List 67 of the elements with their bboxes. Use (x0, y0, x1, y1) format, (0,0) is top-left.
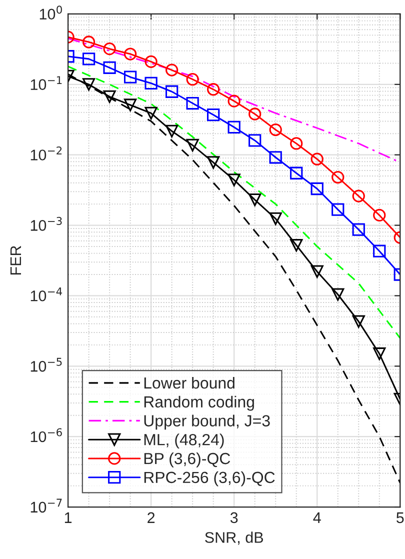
point (82, 52, 96, 66)
point (103, 90, 116, 103)
x-tick-label: 3 (230, 512, 238, 524)
x-tick-label: 4 (313, 512, 321, 523)
point (144, 55, 158, 68)
point (228, 120, 240, 134)
point (166, 124, 178, 138)
point (269, 212, 282, 226)
point (373, 244, 386, 258)
point (207, 108, 220, 122)
point (124, 98, 137, 112)
point (310, 265, 324, 278)
point (207, 156, 220, 169)
x-axis-title: SNR, dB (205, 532, 263, 545)
point (144, 76, 158, 90)
point (290, 137, 303, 150)
x-tick-label: 5 (396, 512, 404, 524)
point (310, 182, 324, 196)
legend-label: RPC-256 (3,6)-QC (144, 471, 275, 486)
point (166, 85, 178, 98)
y-tick-label: 10$^{−1}$ (30, 76, 62, 90)
y-tick-label: 10$^{−3}$ (30, 216, 62, 231)
point (228, 94, 240, 108)
point (332, 203, 344, 216)
y-tick-label: 10$^{−2}$ (30, 146, 62, 160)
x-tick-label: 2 (148, 512, 155, 523)
point (228, 174, 240, 186)
point (352, 190, 365, 202)
legend-label: Random coding (144, 396, 254, 411)
point (269, 123, 282, 136)
y-tick-label: 10$^{−4}$ (30, 287, 62, 302)
point (103, 42, 116, 56)
point (124, 70, 137, 84)
legend-label: Upper bound, J=3 (144, 414, 270, 430)
point (269, 151, 282, 164)
point (290, 166, 303, 180)
y-tick-label: 10$^{−5}$ (30, 358, 62, 372)
point (82, 36, 96, 48)
point (332, 288, 344, 301)
legend-label: Lower bound (144, 376, 234, 389)
y-tick-label: 10$^{−7}$ (30, 498, 62, 513)
point (373, 208, 386, 222)
point (186, 96, 199, 110)
y-tick-label: 10$^{0}$ (40, 6, 62, 20)
x-tick-label: 1 (64, 512, 72, 523)
line-series (68, 66, 400, 339)
point (103, 61, 116, 74)
point (248, 193, 262, 206)
point (186, 73, 199, 86)
point (373, 347, 386, 360)
legend-label: BP (3,6)-QC (144, 452, 230, 468)
point (352, 223, 365, 236)
point (124, 48, 137, 60)
point (332, 170, 344, 184)
point (166, 64, 178, 76)
point (290, 238, 303, 252)
point (248, 108, 262, 120)
point (186, 138, 199, 152)
point (207, 83, 220, 96)
point (352, 315, 365, 328)
point (248, 134, 262, 147)
point (82, 78, 96, 91)
legend-label: ML, (48,24) (144, 434, 224, 448)
y-axis-title: FER (10, 246, 21, 275)
point (144, 106, 158, 120)
y-tick-label: 10$^{−6}$ (30, 428, 62, 442)
point (310, 152, 324, 166)
